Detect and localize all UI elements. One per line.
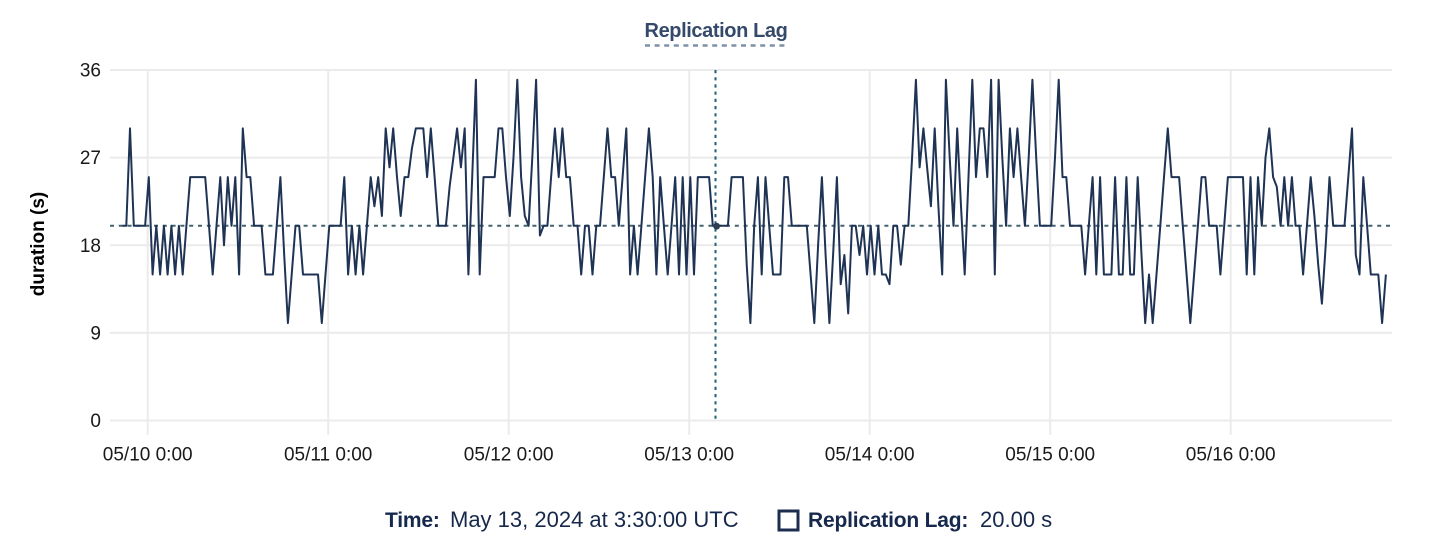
svg-text:05/10 0:00: 05/10 0:00 (103, 445, 193, 466)
svg-text:20.00 s: 20.00 s (980, 507, 1052, 532)
svg-text:May 13, 2024 at 3:30:00 UTC: May 13, 2024 at 3:30:00 UTC (450, 507, 739, 532)
svg-text:Replication Lag: Replication Lag (645, 20, 788, 42)
svg-text:05/15 0:00: 05/15 0:00 (1005, 445, 1095, 466)
svg-text:9: 9 (90, 323, 101, 344)
svg-text:duration (s): duration (s) (28, 192, 49, 297)
svg-text:Time:: Time: (385, 509, 440, 532)
svg-text:Replication Lag:: Replication Lag: (808, 509, 968, 532)
svg-text:05/16 0:00: 05/16 0:00 (1186, 445, 1276, 466)
svg-text:05/13 0:00: 05/13 0:00 (644, 445, 734, 466)
svg-text:18: 18 (80, 236, 101, 257)
svg-text:27: 27 (80, 148, 101, 169)
svg-text:05/11 0:00: 05/11 0:00 (284, 445, 372, 466)
svg-text:05/14 0:00: 05/14 0:00 (825, 445, 915, 466)
svg-text:36: 36 (80, 61, 101, 82)
svg-text:0: 0 (90, 411, 101, 432)
svg-text:05/12 0:00: 05/12 0:00 (464, 445, 554, 466)
